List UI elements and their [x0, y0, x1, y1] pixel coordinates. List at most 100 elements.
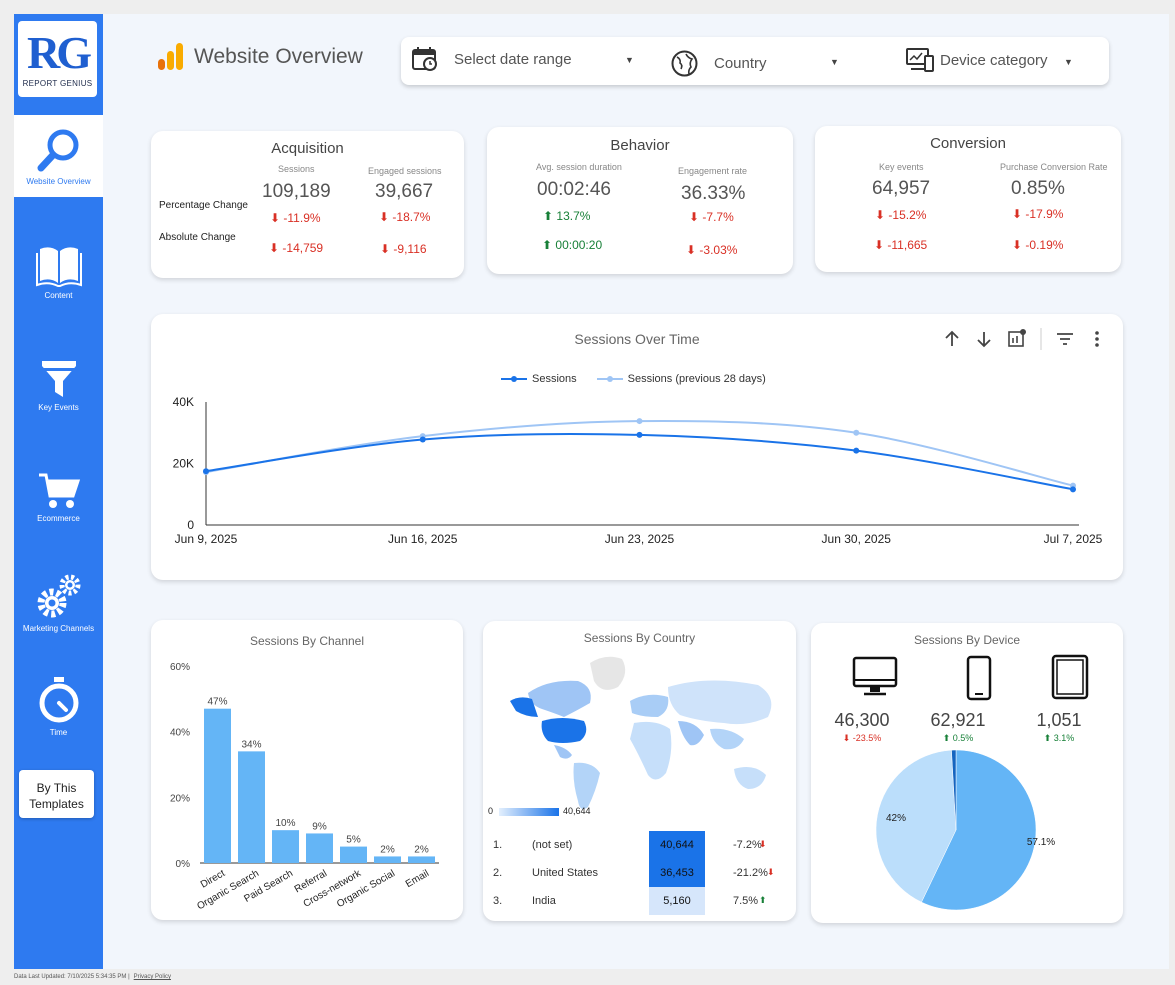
data-point[interactable]: [203, 468, 209, 475]
table-row[interactable]: 1. (not set) 40,644 -7.2% ⬇: [483, 831, 796, 859]
card-title: Conversion: [930, 135, 1006, 152]
funnel-icon: [41, 361, 76, 397]
absolute-change: ⬇ -9,116: [380, 242, 427, 256]
sidebar-item-marketing-channels[interactable]: Marketing Channels: [14, 572, 103, 633]
pie-slice[interactable]: [875, 749, 957, 903]
chevron-down-icon[interactable]: ▼: [625, 55, 634, 65]
report-genius-logo[interactable]: RG REPORT GENIUS: [18, 21, 97, 97]
metric-label: Purchase Conversion Rate: [1000, 162, 1108, 172]
world-map[interactable]: [498, 651, 788, 821]
arrow-down-icon: ⬇: [686, 243, 697, 257]
date-range-label: Select date range: [454, 50, 572, 68]
filter-icon[interactable]: [1057, 333, 1073, 345]
by-this-templates-button[interactable]: By This Templates: [19, 770, 94, 818]
sidebar-item-time[interactable]: Time: [14, 676, 103, 737]
country-cell: India: [532, 895, 556, 907]
bar-value-label: 2%: [380, 844, 395, 855]
sidebar-item-website-overview[interactable]: Website Overview: [14, 115, 103, 197]
chevron-down-icon[interactable]: ▼: [1064, 57, 1073, 67]
arrow-down-icon: ⬇: [379, 210, 390, 224]
arrow-down-icon: ⬇: [1012, 238, 1023, 252]
pie-slice[interactable]: [921, 749, 1037, 911]
sessions-line-chart: 0 20K 40K Jun 9, 2025 Jun 16, 2025 Jun 23, 20…: [173, 395, 1103, 546]
sidebar-item-key-events[interactable]: Key Events: [14, 359, 103, 412]
more-vert-icon[interactable]: [1095, 331, 1099, 347]
metric-label: Key events: [879, 162, 924, 172]
percentage-change: ⬇ -17.9%: [1012, 207, 1064, 221]
data-point[interactable]: [853, 447, 860, 454]
analytics-logo-icon: [158, 43, 183, 70]
sessions-over-time-card: Sessions Over Time Sessions Sessions (pr…: [151, 314, 1123, 580]
data-point[interactable]: [1070, 486, 1076, 493]
arrow-down-icon: ⬇: [767, 867, 775, 877]
bar[interactable]: [408, 856, 435, 863]
y-tick-label: 60%: [170, 662, 190, 673]
country-filter[interactable]: Country: [671, 50, 767, 77]
data-point[interactable]: [853, 429, 860, 436]
gears-icon: [37, 574, 80, 618]
globe-icon: [671, 50, 698, 77]
chart-title: Sessions Over Time: [574, 331, 700, 347]
conversion-card: Conversion Key events Purchase Conversio…: [815, 126, 1121, 272]
x-tick-label: Jun 30, 2025: [822, 532, 892, 546]
page-title-text: Website Overview: [194, 45, 363, 68]
bar[interactable]: [340, 846, 367, 863]
change-cell: 7.5%: [733, 895, 759, 907]
sessions-cell: 40,644: [649, 831, 705, 859]
pie-slice[interactable]: [951, 749, 957, 831]
data-point[interactable]: [636, 418, 643, 425]
table-row[interactable]: 3. India 5,160 7.5% ⬆: [483, 887, 796, 915]
arrow-up-icon: ⬆: [542, 238, 553, 252]
bar[interactable]: [238, 751, 265, 863]
absolute-change: ⬇ -0.19%: [1012, 238, 1064, 252]
series-line: [205, 419, 1074, 487]
tablet-icon: [1051, 654, 1089, 700]
logo-mark: RG: [27, 27, 92, 78]
x-tick-label: Jun 23, 2025: [605, 532, 675, 546]
logo-text: REPORT GENIUS: [22, 79, 93, 88]
arrow-down-icon: ⬇: [759, 839, 767, 849]
table-row[interactable]: 2. United States 36,453 -21.2% ⬇: [483, 859, 796, 887]
arrow-up-icon: ⬆: [543, 209, 554, 223]
bar[interactable]: [272, 830, 299, 863]
bar-value-label: 10%: [275, 818, 295, 829]
last-updated-text: Data Last Updated: 7/10/2025 5:34:35 PM: [14, 974, 127, 980]
y-tick-label: 20K: [173, 457, 194, 471]
rank-cell: 3.: [493, 895, 503, 907]
sidebar-item-ecommerce[interactable]: Ecommerce: [14, 472, 103, 523]
shopping-cart-icon: [38, 473, 80, 508]
device-category-filter[interactable]: Device category: [906, 47, 1048, 73]
y-tick-label: 40%: [170, 728, 190, 739]
series-line: [205, 432, 1074, 491]
pie-slice-label: 57.1%: [1027, 837, 1055, 848]
desktop-icon: [852, 656, 898, 696]
sessions-by-country-card: Sessions By Country 0 40,644 1. (not set)…: [483, 621, 796, 921]
bar[interactable]: [306, 833, 333, 863]
device-change: ⬆ 3.1%: [1043, 733, 1075, 743]
row-label: Absolute Change: [159, 232, 236, 243]
bar[interactable]: [204, 708, 231, 863]
metric-value: 00:02:46: [537, 179, 611, 200]
sort-ascending-icon[interactable]: [945, 330, 959, 346]
behavior-card: Behavior Avg. session duration Engagemen…: [487, 127, 793, 274]
sidebar-item-label: Website Overview: [26, 177, 91, 186]
chart-settings-icon[interactable]: [1008, 329, 1026, 347]
bar-value-label: 2%: [414, 844, 429, 855]
device-pie-chart: 57.1% 42%: [875, 749, 1055, 911]
data-point[interactable]: [419, 436, 426, 443]
x-tick-label: Jun 9, 2025: [175, 532, 238, 546]
y-tick-label: 40K: [173, 395, 194, 409]
sidebar-item-content[interactable]: Content: [14, 243, 103, 300]
country-cell: United States: [532, 867, 599, 879]
country-filter-label: Country: [714, 55, 767, 72]
date-range-picker[interactable]: Select date range: [412, 46, 572, 72]
data-point[interactable]: [636, 431, 643, 438]
mobile-icon: [966, 655, 992, 701]
sort-descending-icon[interactable]: [977, 332, 991, 348]
chevron-down-icon[interactable]: ▼: [830, 57, 839, 67]
country-cell: (not set): [532, 839, 573, 851]
metric-value: 0.85%: [1011, 178, 1065, 199]
privacy-policy-link[interactable]: Privacy Policy: [133, 974, 171, 980]
bar[interactable]: [374, 856, 401, 863]
y-tick-label: 20%: [170, 793, 190, 804]
